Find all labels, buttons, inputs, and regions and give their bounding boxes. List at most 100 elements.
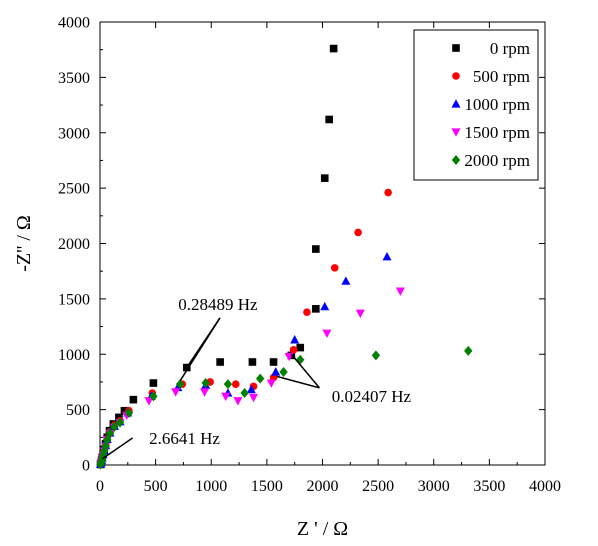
axes: 0 500 1000 1500 2000 2500 3000 3500 4000 0 500 1000… (58, 15, 561, 496)
data-point (384, 188, 392, 197)
y-tick-label: 3000 (58, 125, 90, 142)
legend-label: 0 rpm (490, 39, 530, 58)
x-tick-label: 1500 (251, 478, 283, 495)
data-point (201, 378, 210, 389)
data-point (322, 329, 332, 339)
data-point (233, 397, 243, 406)
data-point (279, 366, 288, 377)
data-point (149, 391, 158, 402)
series-1000-rpm (96, 251, 392, 469)
annotation-arrow (186, 317, 221, 368)
y-tick-label: 4000 (58, 15, 90, 32)
data-point (124, 407, 134, 418)
y-axis-title: -Z'' / Ω (13, 215, 35, 272)
data-point (175, 379, 185, 390)
y-tick-label: 2500 (58, 181, 90, 198)
data-point (355, 309, 365, 319)
data-point (249, 393, 259, 403)
data-point (312, 245, 320, 253)
y-tick-label: 2000 (58, 236, 90, 253)
annotation-label: 0.28489 Hz (178, 295, 258, 314)
data-point (312, 305, 320, 313)
data-point (296, 343, 305, 352)
data-point (290, 335, 300, 344)
y-tick-label: 500 (66, 402, 90, 419)
series-0-rpm (96, 44, 338, 469)
data-point (103, 434, 112, 445)
series-500-rpm (96, 188, 392, 469)
data-point (129, 395, 138, 404)
data-point (120, 406, 129, 415)
data-point (216, 358, 224, 366)
x-tick-label: 1000 (195, 478, 227, 495)
legend-box (413, 29, 539, 181)
y-tick-label: 0 (82, 458, 90, 475)
data-point (110, 421, 119, 432)
legend-marker (452, 72, 460, 80)
y-tick-label: 3500 (58, 70, 90, 87)
legend-marker (451, 155, 461, 165)
legend-label: 2000 rpm (464, 151, 530, 170)
data-point (271, 367, 281, 376)
annotation-label: 2.6641 Hz (149, 429, 220, 448)
data-point (354, 228, 362, 237)
legend-label: 500 rpm (473, 67, 530, 86)
axis-titles: Z ' / Ω -Z'' / Ω (13, 215, 348, 540)
data-point (320, 301, 330, 311)
x-tick-label: 3500 (473, 478, 505, 495)
x-tick-label: 2000 (307, 478, 339, 495)
data-point (240, 388, 249, 399)
data-point (395, 287, 405, 296)
data-point (231, 380, 240, 388)
annotation-arrow (101, 437, 133, 460)
data-point (371, 350, 381, 361)
x-tick-label: 500 (144, 478, 168, 495)
legend-label: 1500 rpm (464, 123, 530, 142)
data-point (464, 345, 473, 356)
data-point (382, 251, 392, 261)
data-point (98, 450, 108, 461)
data-point (329, 44, 338, 53)
legend-marker (451, 99, 461, 108)
data-point (223, 379, 233, 390)
annotation-label: 0.02407 Hz (332, 387, 412, 406)
legend-marker (451, 128, 461, 137)
data-point (269, 358, 278, 366)
annotation-arrow (276, 375, 320, 389)
legend-label: 1000 rpm (464, 95, 530, 114)
data-point (269, 373, 278, 382)
x-tick-label: 4000 (529, 478, 561, 495)
data-point (248, 358, 257, 366)
data-point (296, 354, 305, 365)
x-tick-label: 2500 (362, 478, 394, 495)
data-point (171, 388, 181, 397)
data-point (221, 392, 231, 402)
data-point (325, 115, 333, 124)
data-point (289, 346, 298, 354)
x-tick-label: 0 (96, 478, 104, 495)
data-point (200, 388, 210, 397)
annotations: 0.28489 Hz 0.02407 Hz 2.6641 Hz (101, 295, 412, 460)
data-point (246, 384, 256, 394)
data-point (149, 379, 158, 387)
data-point (256, 373, 265, 384)
data-points (96, 44, 473, 470)
y-tick-label: 1500 (58, 291, 90, 308)
data-point (266, 379, 276, 388)
data-point (115, 417, 125, 428)
data-point (341, 276, 351, 285)
legend: 0 rpm 500 rpm 1000 rpm 1500 rpm 2000 rpm (413, 29, 539, 181)
y-tick-label: 1000 (58, 347, 90, 364)
annotation-arrow (290, 353, 321, 389)
series-1500-rpm (96, 287, 405, 470)
data-point (330, 264, 339, 272)
x-tick-label: 3000 (418, 478, 450, 495)
data-point (320, 174, 329, 182)
legend-marker (452, 44, 460, 52)
x-axis-title: Z ' / Ω (297, 518, 348, 540)
data-point (105, 428, 115, 439)
data-point (144, 397, 154, 406)
series-2000-rpm (96, 345, 473, 470)
data-point (303, 308, 311, 316)
